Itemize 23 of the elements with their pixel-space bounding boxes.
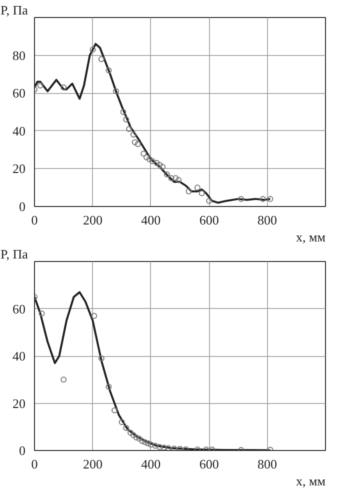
x-tick-label: 800 [258,456,278,472]
x-axis-title: x, мм [296,230,326,244]
x-tick-label: 800 [258,212,278,228]
x-tick-label: 400 [141,456,161,472]
x-tick-label: 600 [199,212,219,228]
x-tick-label: 200 [82,456,102,472]
x-tick-label: 0 [31,456,38,472]
y-tick-label: 80 [12,48,26,63]
y-tick-label: 20 [12,161,26,176]
y-tick-label: 40 [12,348,26,364]
x-tick-label: 400 [141,212,161,228]
y-tick-label: 0 [19,443,26,458]
y-tick-label: 0 [19,199,26,214]
y-tick-label: 60 [12,86,26,101]
x-tick-label: 0 [31,212,38,228]
y-axis-title: P, Па [0,246,28,262]
y-axis-title: P, Па [0,2,28,18]
y-tick-label: 20 [12,396,26,411]
y-tick-label: 40 [12,123,26,138]
x-tick-label: 200 [82,212,102,228]
y-tick-label: 60 [12,301,26,316]
x-axis-title: x, мм [296,474,326,488]
x-tick-label: 600 [199,456,219,472]
